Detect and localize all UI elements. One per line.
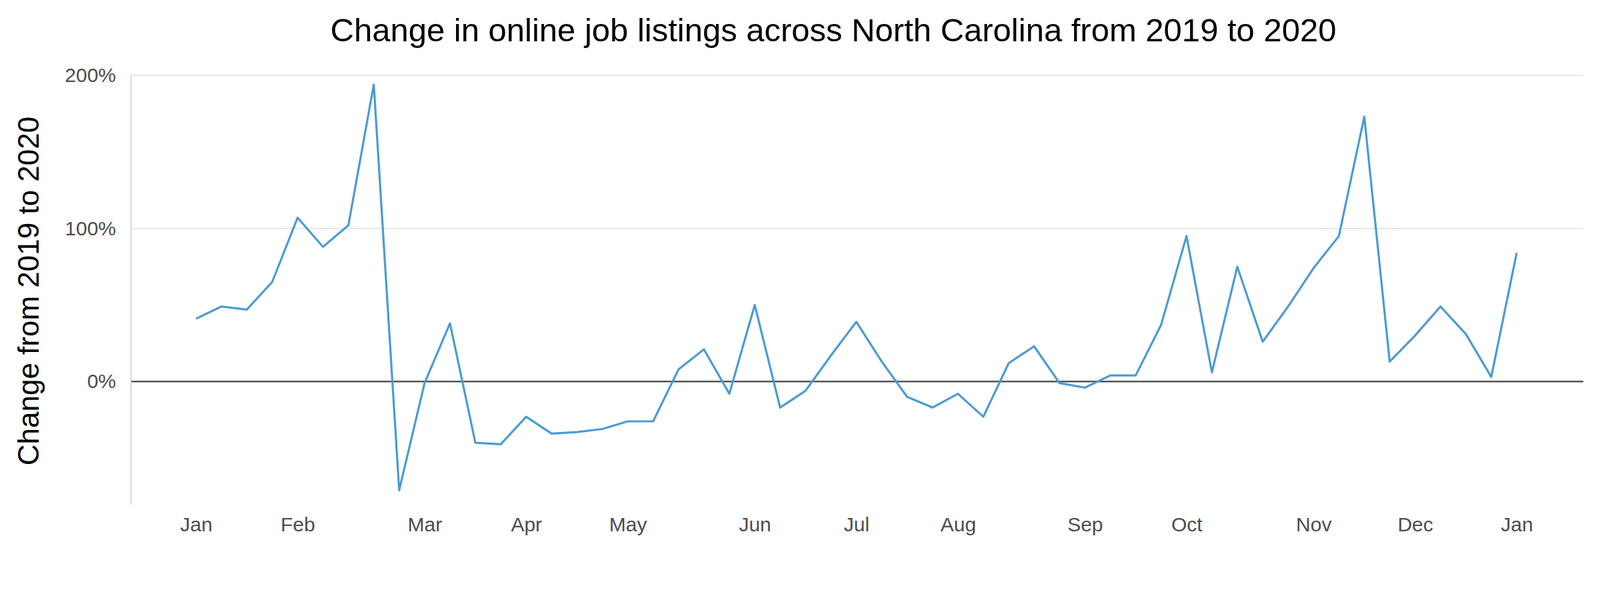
x-tick: Aug [940, 504, 976, 536]
plot-area [196, 84, 1517, 491]
y-axis-line [130, 76, 132, 505]
x-tick-label: Jan [180, 513, 212, 536]
x-tick: Jul [844, 504, 870, 536]
y-tick: 200% [64, 64, 131, 86]
x-tick-label: Oct [1171, 513, 1203, 536]
x-tick: Oct [1171, 504, 1203, 536]
x-tick-label: Feb [280, 513, 316, 536]
x-tick: Nov [1296, 504, 1332, 536]
x-axis: Jan Feb Mar Apr May Jun Jul Aug Sep Oct Nov Dec Jan [180, 504, 1533, 536]
x-tick-label: Jun [738, 513, 771, 536]
title: Change in online job listings across Nor… [330, 12, 1337, 48]
x-tick: Sep [1067, 504, 1103, 536]
x-tick-label: May [609, 513, 648, 536]
x-tick-label: Aug [940, 513, 976, 536]
x-tick: Dec [1397, 504, 1433, 536]
chart: 0% 100% 200% Jan Feb Mar Apr May Jun Jul Aug Sep Oct… [0, 0, 1600, 600]
x-tick: Feb [280, 504, 316, 536]
x-tick-label: Apr [510, 513, 542, 536]
y-axis-title: Change from 2019 to 2020 [12, 116, 45, 466]
line [196, 84, 1517, 491]
x-tick: Jan [180, 504, 212, 536]
x-tick-label: Nov [1296, 513, 1332, 536]
grid-line [130, 227, 1584, 230]
x-tick-label: Jan [1500, 513, 1533, 536]
y-tick-label: 0% [87, 370, 116, 392]
y-tick-label: 100% [64, 217, 116, 240]
x-tick: Jun [738, 504, 771, 536]
x-tick-label: Mar [408, 513, 443, 536]
x-tick: Apr [510, 504, 542, 536]
x-tick-label: Jul [844, 513, 870, 536]
x-axis-line [196, 504, 1518, 505]
grid-line [130, 74, 1584, 77]
x-tick: Mar [408, 504, 443, 536]
grid-line [130, 380, 1584, 383]
x-tick-label: Sep [1067, 513, 1103, 536]
x-tick: Jan [1500, 504, 1533, 536]
x-tick: May [609, 504, 648, 536]
y-tick-label: 200% [64, 64, 116, 86]
y-axis: 0% 100% 200% [64, 64, 131, 504]
y-tick: 0% [87, 370, 131, 392]
y-tick: 100% [64, 217, 131, 240]
x-tick-label: Dec [1397, 513, 1433, 536]
